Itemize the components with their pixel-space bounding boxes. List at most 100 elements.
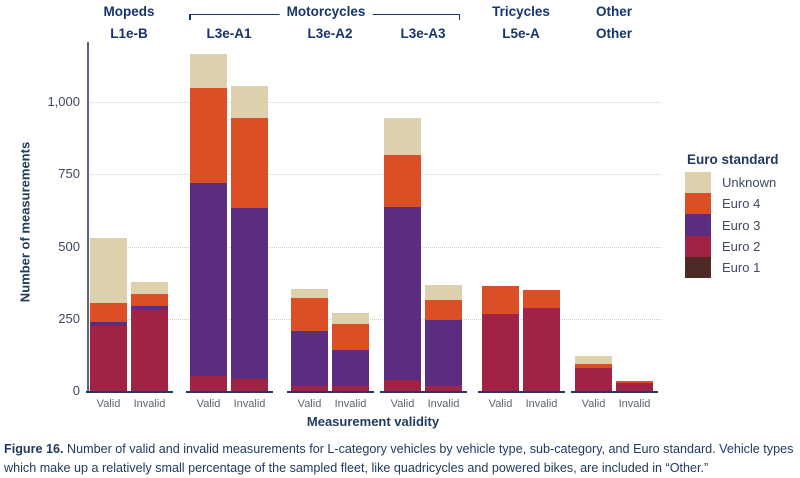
category-label-mopeds: Mopeds [103, 4, 155, 19]
legend-label-euro-3: Euro 3 [722, 217, 761, 233]
x-axis-baseline [185, 391, 273, 393]
segment-euro-2 [523, 308, 560, 391]
bar-L3e-A3-valid [384, 118, 421, 391]
category-label-tricycles: Tricycles [492, 4, 550, 19]
figure-caption-text: Number of valid and invalid measurements… [4, 442, 794, 475]
segment-euro-4 [291, 297, 328, 332]
segment-euro-4 [575, 364, 612, 368]
y-tick-label: 500 [58, 238, 80, 254]
legend-swatch-euro-3 [685, 214, 711, 237]
segment-euro-4 [384, 154, 421, 207]
validity-label-valid: Valid [196, 398, 221, 410]
validity-label-invalid: Invalid [233, 398, 266, 410]
legend-label-euro-2: Euro 2 [722, 238, 761, 254]
segment-euro-2 [425, 386, 462, 391]
bar-L5e-A-valid [482, 286, 519, 391]
subcategory-label-L3e-A2: L3e-A2 [307, 26, 353, 41]
legend-swatch-unknown [685, 172, 711, 194]
segment-unknown [90, 237, 127, 303]
segment-euro-4 [131, 294, 168, 306]
legend-label-euro-4: Euro 4 [722, 196, 761, 212]
legend-swatch-euro-2 [685, 235, 711, 258]
bar-L3e-A2-invalid [332, 312, 369, 391]
y-tick-label: 250 [58, 310, 80, 326]
segment-unknown [332, 312, 369, 324]
validity-label-valid: Valid [390, 398, 415, 410]
figure-caption-prefix: Figure 16. [4, 442, 64, 456]
subcategory-label-Other: Other [595, 26, 633, 41]
bar-L3e-A2-valid [291, 288, 328, 391]
segment-unknown [190, 53, 227, 89]
segment-euro-2 [384, 380, 421, 391]
subcategory-label-L3e-A3: L3e-A3 [400, 26, 446, 41]
segment-unknown [231, 86, 268, 119]
category-label-motorcycles: Motorcycles [279, 4, 373, 19]
legend-label-euro-1: Euro 1 [722, 259, 761, 275]
validity-label-valid: Valid [96, 398, 121, 410]
segment-euro-2 [616, 383, 653, 391]
segment-euro-2 [291, 386, 328, 391]
y-axis-line [87, 42, 89, 393]
y-tick-label: 750 [58, 166, 80, 182]
validity-label-valid: Valid [297, 398, 322, 410]
category-label-other: Other [595, 4, 633, 19]
segment-unknown [384, 118, 421, 155]
legend-swatch-euro-4 [685, 193, 711, 215]
x-axis-baseline [379, 391, 467, 393]
bar-L3e-A1-invalid [231, 86, 268, 391]
bracket-tick-right [458, 14, 460, 20]
validity-label-invalid: Invalid [334, 398, 367, 410]
bar-L1e-B-valid [90, 237, 127, 391]
validity-label-valid: Valid [488, 398, 513, 410]
validity-label-valid: Valid [581, 398, 606, 410]
y-tick-label: 1,000 [47, 94, 80, 109]
segment-euro-2 [332, 386, 369, 391]
x-axis-title: Measurement validity [306, 414, 440, 429]
segment-euro-4 [482, 286, 519, 314]
bar-L3e-A1-valid [190, 53, 227, 391]
segment-unknown [291, 288, 328, 298]
x-axis-baseline [570, 391, 658, 393]
gridline-500 [88, 246, 661, 248]
legend-label-unknown: Unknown [722, 175, 777, 191]
segment-euro-2 [90, 325, 127, 391]
legend-swatch-euro-1 [685, 256, 711, 279]
segment-euro-2 [575, 367, 612, 391]
x-axis-baseline [477, 391, 565, 393]
figure-caption: Figure 16. Number of valid and invalid m… [4, 440, 797, 478]
validity-label-invalid: Invalid [427, 398, 460, 410]
segment-euro-4 [425, 299, 462, 320]
segment-euro-3 [291, 331, 328, 387]
bar-L3e-A3-invalid [425, 284, 462, 391]
segment-unknown [425, 284, 462, 300]
segment-euro-3 [384, 206, 421, 381]
segment-euro-3 [425, 319, 462, 387]
legend-title: Euro standard [687, 152, 779, 167]
validity-label-invalid: Invalid [133, 398, 166, 410]
segment-euro-3 [90, 322, 127, 326]
bar-Other-valid [575, 356, 612, 391]
bar-L5e-A-invalid [523, 290, 560, 391]
bar-Other-invalid [616, 381, 653, 391]
segment-euro-3 [190, 182, 227, 376]
segment-euro-4 [332, 323, 369, 351]
segment-euro-4 [523, 290, 560, 309]
segment-euro-4 [616, 381, 653, 384]
subcategory-label-L3e-A1: L3e-A1 [206, 26, 252, 41]
segment-euro-4 [90, 302, 127, 323]
segment-euro-3 [332, 350, 369, 387]
bracket-tick-left [189, 14, 191, 20]
x-axis-baseline [286, 391, 374, 393]
segment-euro-4 [231, 118, 268, 209]
gridline-1,000 [88, 102, 661, 103]
segment-euro-4 [190, 88, 227, 183]
subcategory-label-L5e-A: L5e-A [502, 26, 540, 41]
gridline-750 [88, 174, 661, 176]
validity-label-invalid: Invalid [525, 398, 558, 410]
segment-euro-2 [131, 309, 168, 391]
validity-label-invalid: Invalid [618, 398, 651, 410]
x-axis-baseline [85, 391, 173, 393]
segment-euro-2 [231, 378, 268, 391]
gridline-250 [88, 318, 661, 320]
